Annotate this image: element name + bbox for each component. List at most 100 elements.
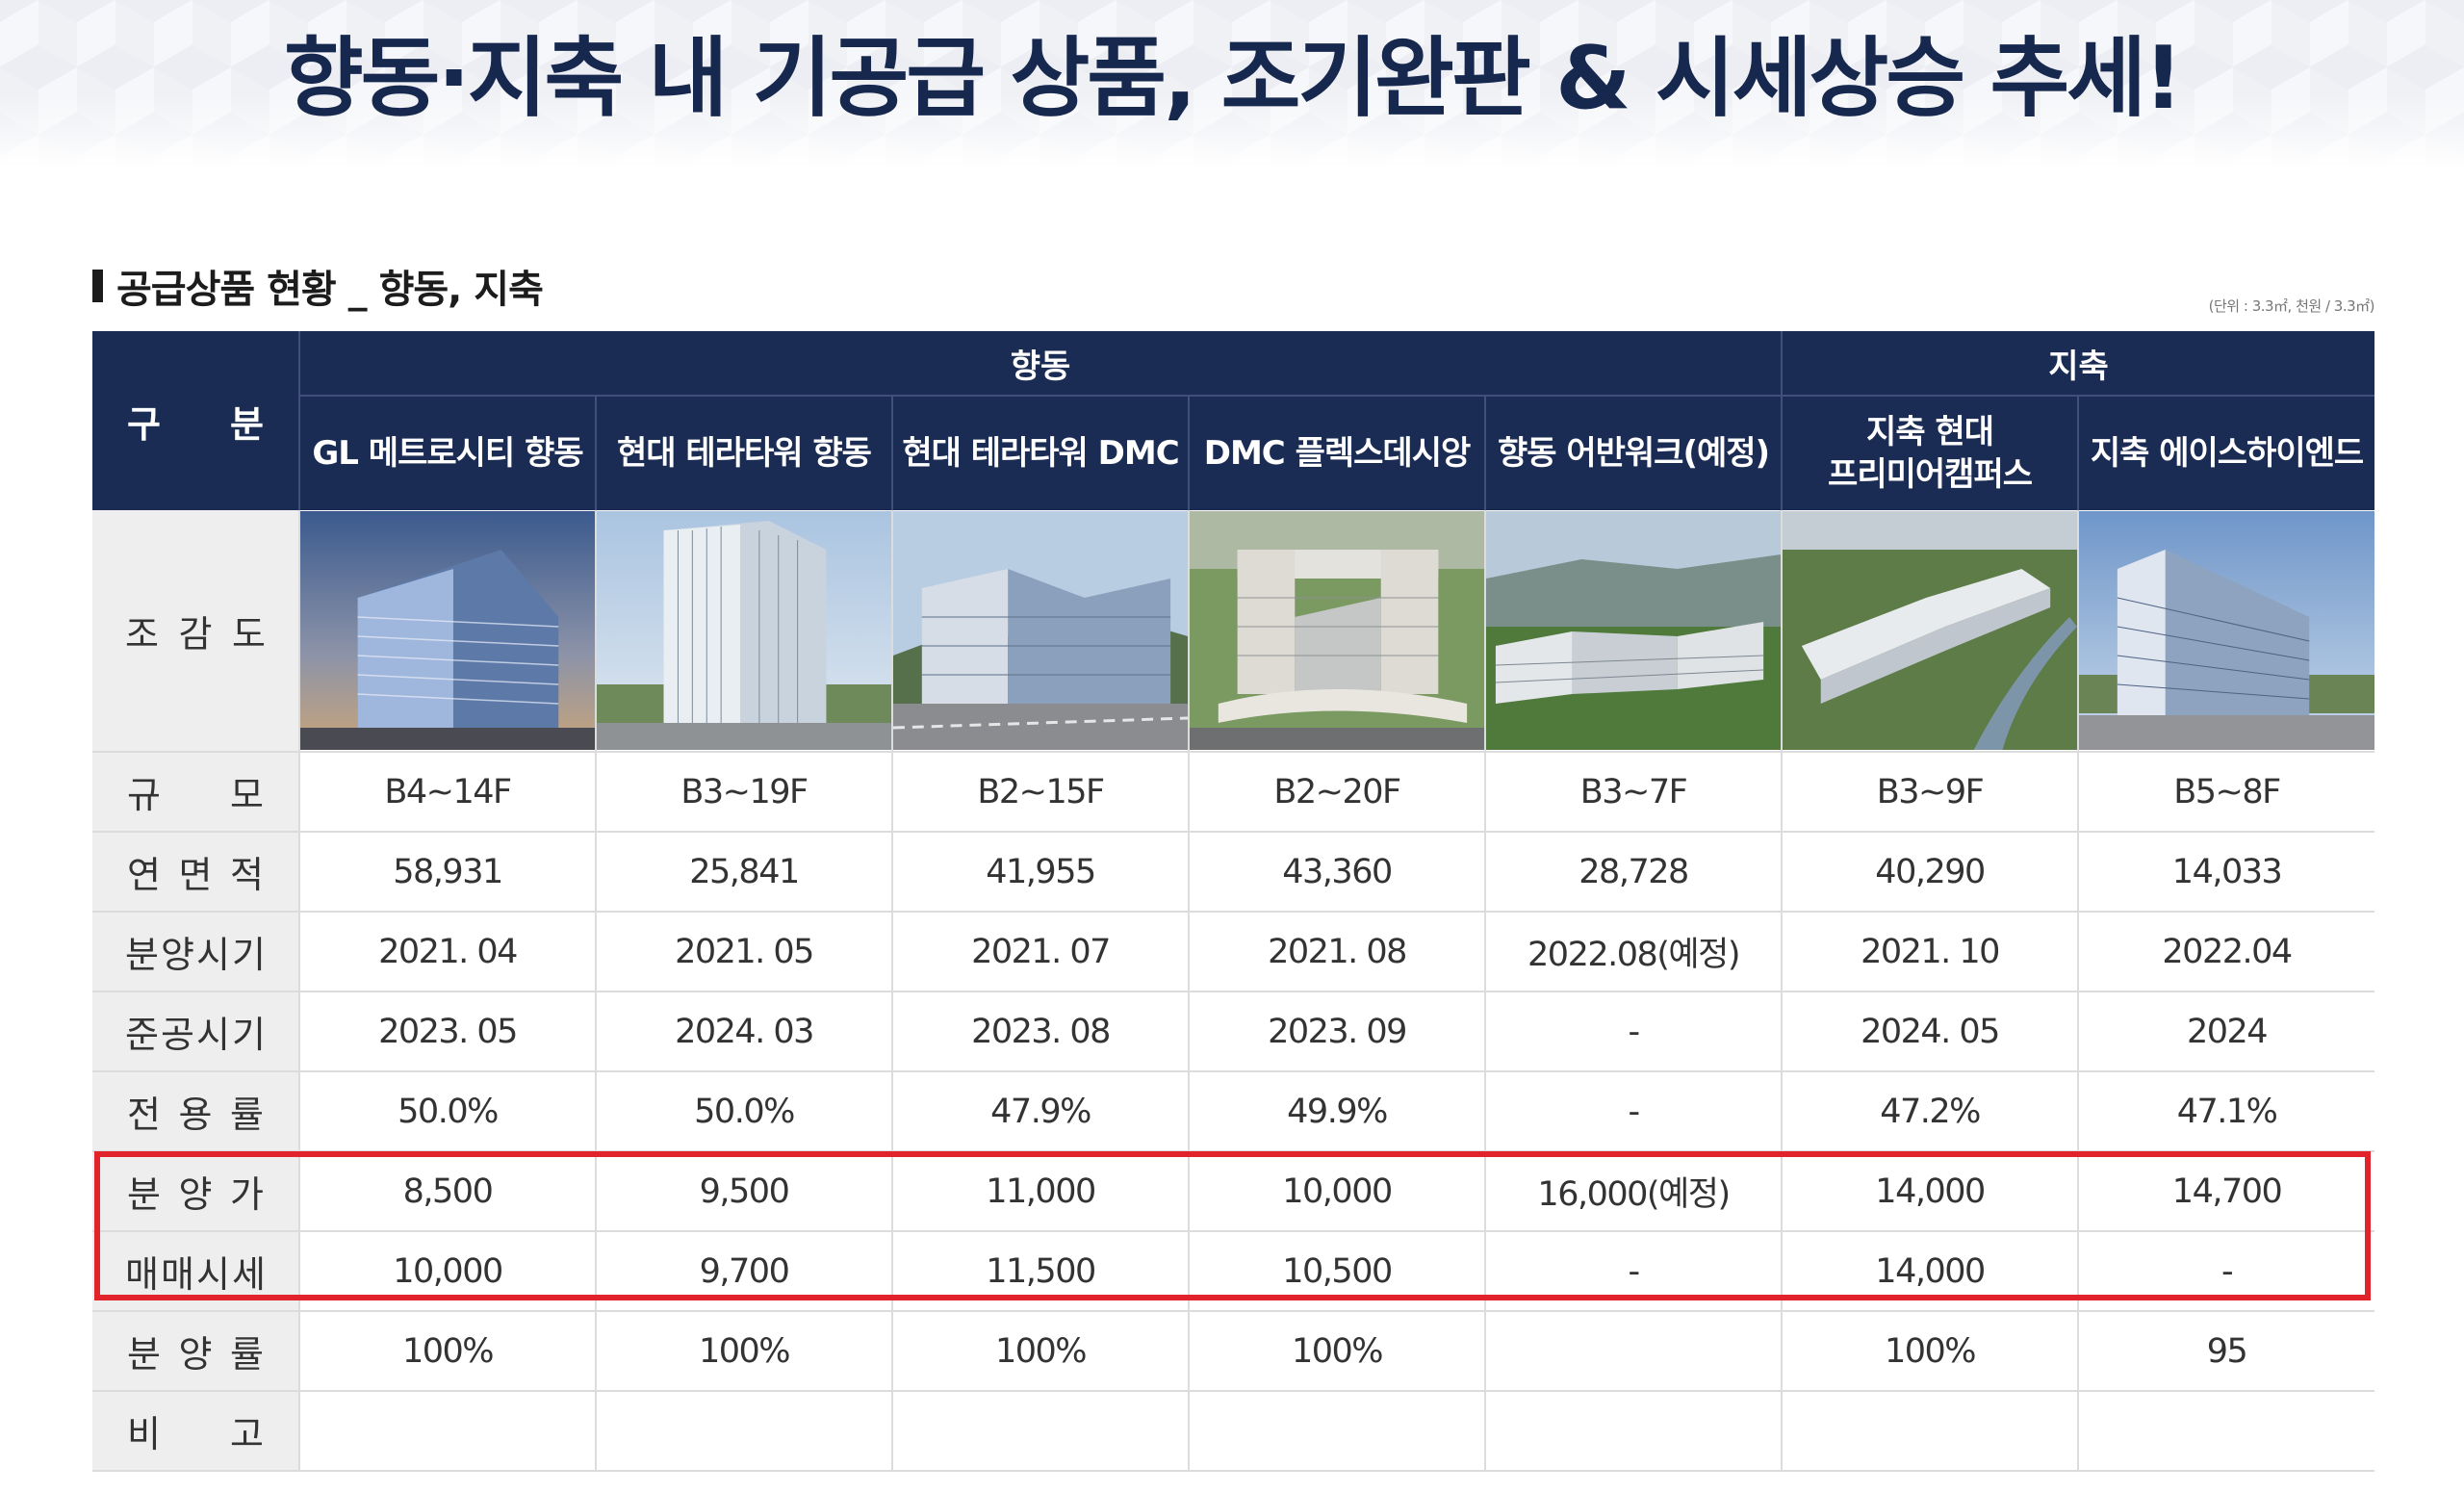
table-cell: 14,700 <box>2077 1151 2375 1232</box>
label-char: 시 <box>196 934 230 976</box>
section-title-bar <box>92 270 103 302</box>
table-cell: 47.2% <box>1781 1071 2079 1152</box>
table-cell: B4~14F <box>298 752 596 833</box>
building-rendering-image <box>2079 511 2375 750</box>
table-cell: 2021. 07 <box>891 912 1189 992</box>
table-cell: 100% <box>298 1311 596 1392</box>
header-group-hyangdong: 향동 <box>297 331 1783 397</box>
label-char: 전 <box>127 1094 161 1136</box>
table-cell: 10,000 <box>1188 1151 1485 1232</box>
table-cell <box>1781 1391 2079 1472</box>
table-cell: B2~20F <box>1188 752 1485 833</box>
table-cell: 40,290 <box>1781 832 2079 913</box>
header-gubun-char: 구 <box>127 402 161 446</box>
table-cell: 58,931 <box>298 832 596 913</box>
table-cell: 8,500 <box>298 1151 596 1232</box>
table-cell: 2024. 05 <box>1781 991 2079 1072</box>
building-rendering-image <box>893 511 1188 750</box>
table-cell: 43,360 <box>1188 832 1485 913</box>
header-gubun-label: 구 분 <box>92 395 298 448</box>
table-cell: 100% <box>1188 1311 1485 1392</box>
table-cell: B3~19F <box>595 752 892 833</box>
table-cell: 10,500 <box>1188 1231 1485 1312</box>
unit-note: (단위 : 3.3㎡, 천원 / 3.3㎡) <box>2208 297 2375 315</box>
table-cell: 100% <box>1781 1311 2079 1392</box>
row-label-birdseye: 조 감 도 <box>92 510 299 753</box>
label-char: 가 <box>230 1173 264 1216</box>
table-cell: 2024. 03 <box>595 991 892 1072</box>
table-cell: B2~15F <box>891 752 1189 833</box>
table-cell: - <box>1483 1071 1783 1152</box>
header-product-hyundai-terra-dmc: 현대 테라타워 DMC <box>891 396 1189 510</box>
table-cell <box>1188 1391 1485 1472</box>
birdseye-image-gl-metrocity <box>298 510 596 753</box>
header-product-gl-metrocity: GL 메트로시티 향동 <box>298 396 596 510</box>
table-cell: 10,000 <box>298 1231 596 1312</box>
label-char: 률 <box>230 1094 264 1136</box>
table-cell: 41,955 <box>891 832 1189 913</box>
label-char: 모 <box>230 774 264 816</box>
header-gubun: 구 분 <box>92 331 299 510</box>
table-cell: 47.1% <box>2077 1071 2375 1152</box>
label-char: 연 <box>127 854 161 896</box>
table-cell: - <box>1483 991 1783 1072</box>
header-group-row: 구 분 향동 지축 <box>92 331 2375 510</box>
label-char: 분 <box>127 1333 161 1376</box>
table-cell: 14,033 <box>2077 832 2375 913</box>
label-char: 조 <box>125 612 159 656</box>
label-char: 비 <box>127 1413 161 1455</box>
table-cell: 2022.08(예정) <box>1483 912 1783 992</box>
label-char: 기 <box>232 934 266 976</box>
table-cell: 47.9% <box>891 1071 1189 1152</box>
label-char: 양 <box>161 934 194 976</box>
building-rendering-image <box>1783 511 2078 750</box>
table-cell: B3~9F <box>1781 752 2079 833</box>
header-product-jichuk-ace: 지축 에이스하이엔드 <box>2077 396 2375 510</box>
table-cell: 50.0% <box>595 1071 892 1152</box>
section-title: 공급상품 현황 _ 향동, 지축 <box>92 258 544 314</box>
label-char: 적 <box>230 854 264 896</box>
section-title-text: 공급상품 현황 _ 향동, 지축 <box>116 268 544 312</box>
label-char: 면 <box>178 854 213 896</box>
birdseye-image-hyundai-terra-hyangdong <box>595 510 892 753</box>
label-char: 분 <box>127 1173 161 1216</box>
table-cell: 2021. 10 <box>1781 912 2079 992</box>
table-cell: 100% <box>891 1311 1189 1392</box>
header-product-line: 프리미어캠퍼스 <box>1828 455 2033 494</box>
table-cell: 2022.04 <box>2077 912 2375 992</box>
label-char: 기 <box>232 1014 266 1056</box>
table-cell: 50.0% <box>298 1071 596 1152</box>
table-cell <box>891 1391 1189 1472</box>
table-cell: - <box>2077 1231 2375 1312</box>
building-rendering-image <box>1190 511 1484 750</box>
header-product-dmc-flex: DMC 플렉스데시앙 <box>1188 396 1485 510</box>
building-rendering-image <box>300 511 595 750</box>
table-cell: 95 <box>2077 1311 2375 1392</box>
label-char: 공 <box>161 1014 194 1056</box>
header-product-urban-work: 향동 어반워크(예정) <box>1483 396 1783 510</box>
table-cell <box>1483 1311 1783 1392</box>
table-cell: 2021. 08 <box>1188 912 1485 992</box>
header-product-hyundai-terra-hyangdong: 현대 테라타워 향동 <box>595 396 892 510</box>
birdseye-image-hyundai-terra-dmc <box>891 510 1189 753</box>
table-cell <box>2077 1391 2375 1472</box>
table-cell: - <box>1483 1231 1783 1312</box>
table-cell: 100% <box>595 1311 892 1392</box>
building-rendering-image <box>1486 511 1782 750</box>
table-cell: 9,700 <box>595 1231 892 1312</box>
table-cell <box>1483 1391 1783 1472</box>
label-char: 양 <box>178 1173 213 1216</box>
table-cell: 49.9% <box>1188 1071 1485 1152</box>
supply-status-table: 구 분 향동 지축 GL 메트로시티 향동 현대 테라타워 향동 현대 테라타워… <box>92 331 2375 1472</box>
